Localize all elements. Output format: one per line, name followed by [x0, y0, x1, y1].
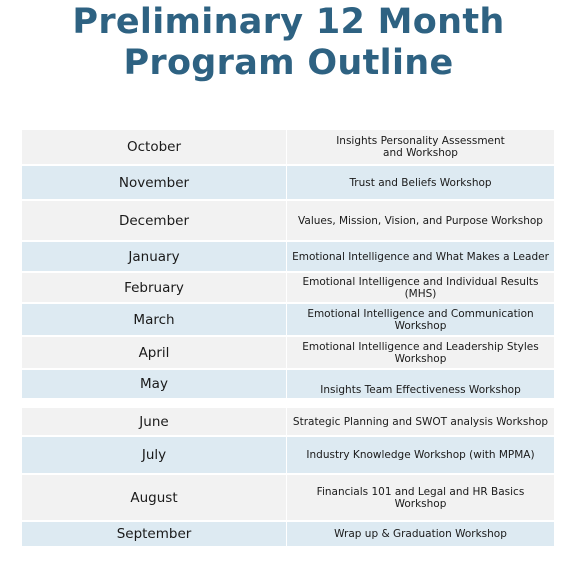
table-row: August Financials 101 and Legal and HR B… — [22, 475, 554, 520]
table-row: November Trust and Beliefs Workshop — [22, 166, 554, 199]
table-row: December Values, Mission, Vision, and Pu… — [22, 201, 554, 240]
month-cell: October — [22, 130, 287, 164]
month-cell: March — [22, 304, 287, 335]
table-row: June Strategic Planning and SWOT analysi… — [22, 408, 554, 435]
page-title: Preliminary 12 Month Program Outline — [0, 2, 577, 84]
month-cell: August — [22, 475, 287, 520]
table-row: March Emotional Intelligence and Communi… — [22, 304, 554, 335]
topic-cell: Wrap up & Graduation Workshop — [334, 528, 507, 540]
topic-cell: Emotional Intelligence and What Makes a … — [292, 250, 549, 263]
topic-cell: Industry Knowledge Workshop (with MPMA) — [306, 449, 535, 461]
month-cell: December — [22, 201, 287, 240]
month-cell: February — [22, 273, 287, 302]
table-row: April Emotional Intelligence and Leaders… — [22, 337, 554, 368]
month-cell: September — [22, 522, 287, 546]
month-cell: July — [22, 437, 287, 473]
month-cell: April — [22, 337, 287, 368]
table-row: January Emotional Intelligence and What … — [22, 242, 554, 271]
topic-cell: Strategic Planning and SWOT analysis Wor… — [292, 415, 549, 428]
table-row: May Insights Team Effectiveness Workshop — [22, 370, 554, 398]
topic-cell: Insights Personality Assessment and Work… — [336, 135, 505, 159]
topic-cell: Emotional Intelligence and Leadership St… — [302, 340, 539, 365]
month-cell: June — [22, 408, 287, 435]
month-cell: May — [22, 370, 287, 398]
month-cell: January — [22, 242, 287, 271]
table-row: July Industry Knowledge Workshop (with M… — [22, 437, 554, 473]
topic-cell: Insights Team Effectiveness Workshop — [320, 384, 521, 396]
topic-cell: Trust and Beliefs Workshop — [349, 176, 492, 189]
month-cell: November — [22, 166, 287, 199]
table-row: September Wrap up & Graduation Workshop — [22, 522, 554, 546]
topic-cell: Emotional Intelligence and Communication… — [307, 307, 534, 332]
topic-cell: Financials 101 and Legal and HR Basics W… — [316, 485, 525, 510]
table-row: February Emotional Intelligence and Indi… — [22, 273, 554, 302]
topic-cell: Values, Mission, Vision, and Purpose Wor… — [298, 214, 543, 227]
topic-cell: Emotional Intelligence and Individual Re… — [302, 275, 539, 300]
table-row: October Insights Personality Assessment … — [22, 130, 554, 164]
title-line-2: Program Outline — [123, 43, 454, 83]
title-line-1: Preliminary 12 Month — [72, 2, 505, 42]
